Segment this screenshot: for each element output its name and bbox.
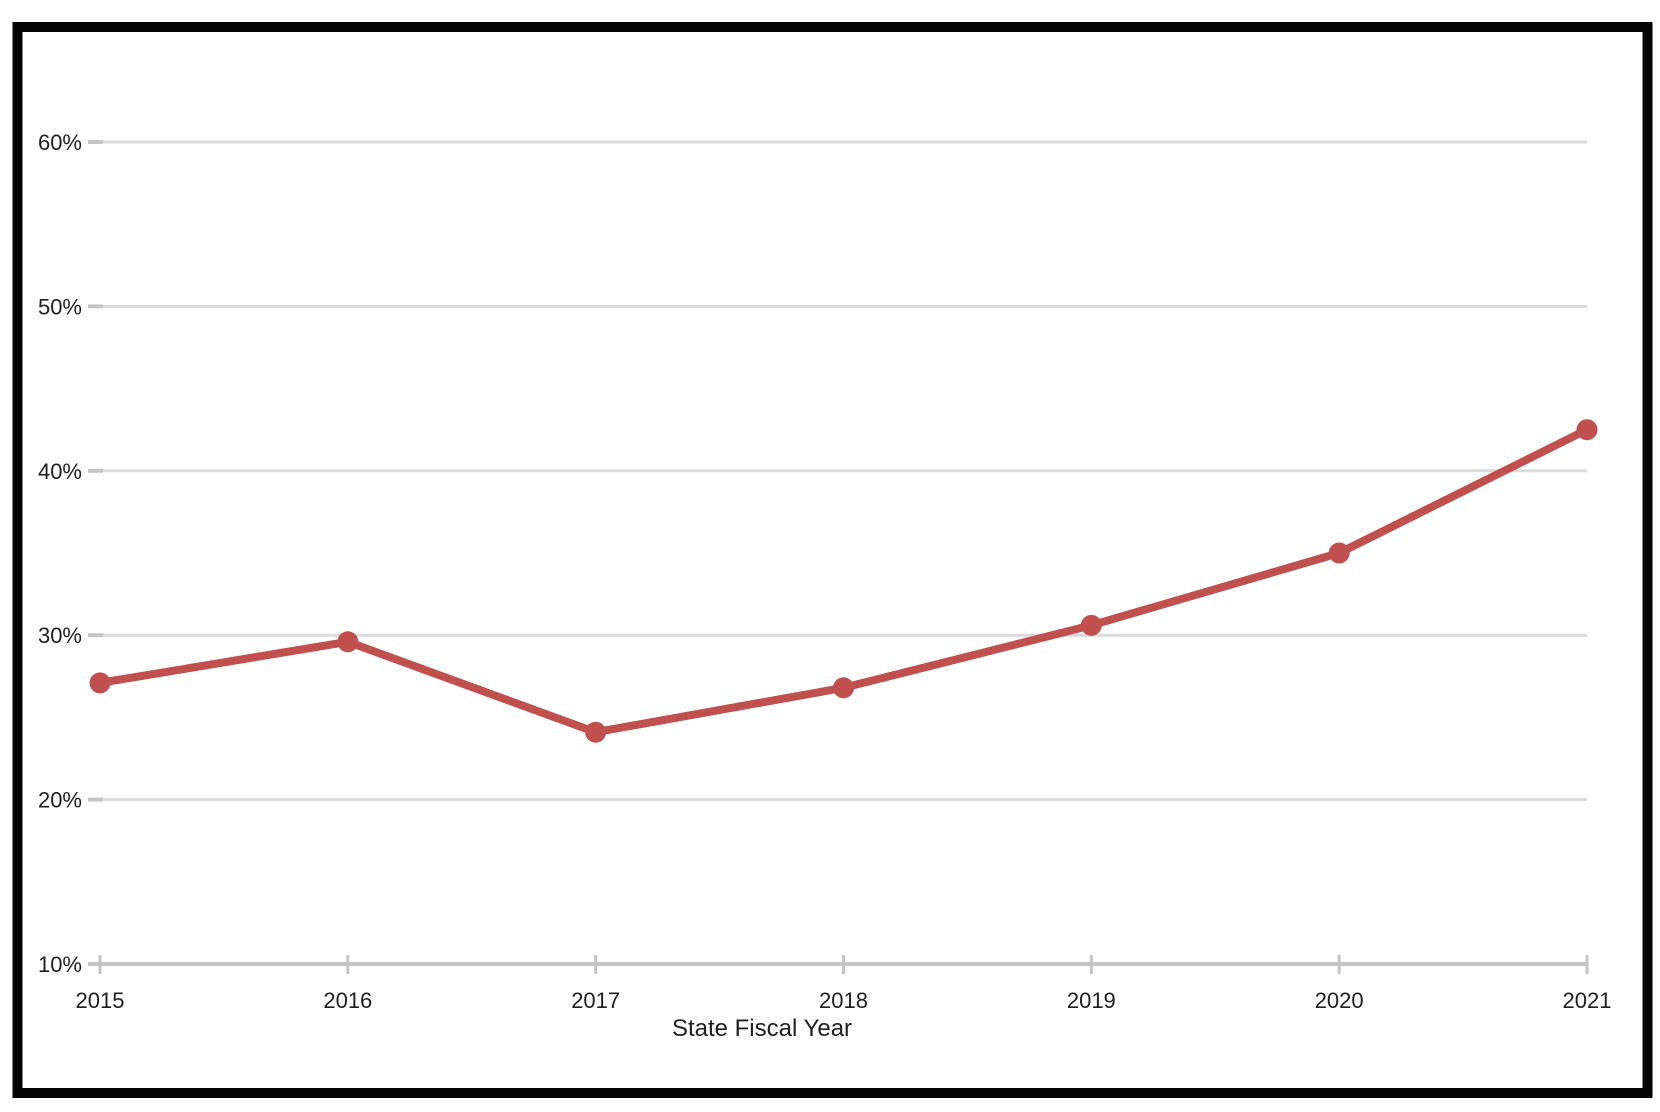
x-tick-label: 2020 <box>1315 988 1364 1013</box>
x-axis-title: State Fiscal Year <box>672 1015 852 1042</box>
data-point <box>1576 419 1598 441</box>
x-tick-label: 2017 <box>571 988 620 1013</box>
x-tick-label: 2016 <box>323 988 372 1013</box>
y-tick-label: 60% <box>38 130 82 155</box>
data-point <box>89 672 111 694</box>
axes <box>88 140 1589 974</box>
data-point <box>1080 614 1102 636</box>
y-tick-label: 50% <box>38 294 82 319</box>
data-series <box>89 419 1598 743</box>
x-tick-label: 2015 <box>76 988 125 1013</box>
data-point <box>585 721 607 743</box>
x-tick-label: 2021 <box>1563 988 1612 1013</box>
y-tick-label: 20% <box>38 788 82 813</box>
data-point <box>1328 542 1350 564</box>
y-tick-label: 40% <box>38 459 82 484</box>
data-point <box>337 631 359 653</box>
x-tick-label: 2019 <box>1067 988 1116 1013</box>
data-point <box>833 677 854 699</box>
figure-border <box>12 22 1653 1098</box>
x-tick-label: 2018 <box>819 988 868 1013</box>
y-tick-label: 30% <box>38 623 82 648</box>
tick-labels: 10% 20% 30% 40% 50% 60% 2015 2016 2017 2018 2019 20… <box>38 130 1612 1013</box>
y-tick-label: 10% <box>38 952 82 977</box>
gridlines <box>90 140 1587 966</box>
